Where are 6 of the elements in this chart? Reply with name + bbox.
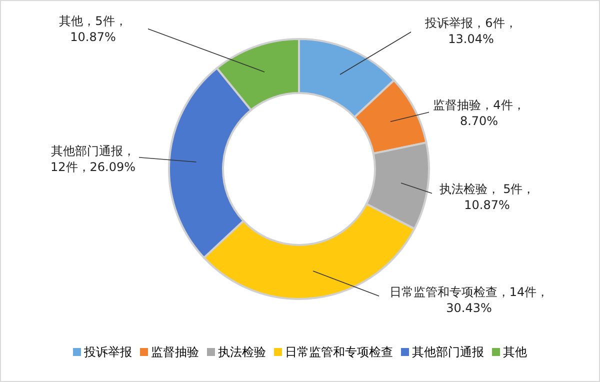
legend-label: 投诉举报 — [83, 344, 132, 361]
legend-label: 其他 — [502, 344, 527, 361]
legend-label: 日常监管和专项检查 — [284, 344, 393, 361]
legend-label: 监督抽验 — [150, 344, 199, 361]
legend-label: 其他部门通报 — [411, 344, 484, 361]
legend-label: 执法检验 — [217, 344, 266, 361]
